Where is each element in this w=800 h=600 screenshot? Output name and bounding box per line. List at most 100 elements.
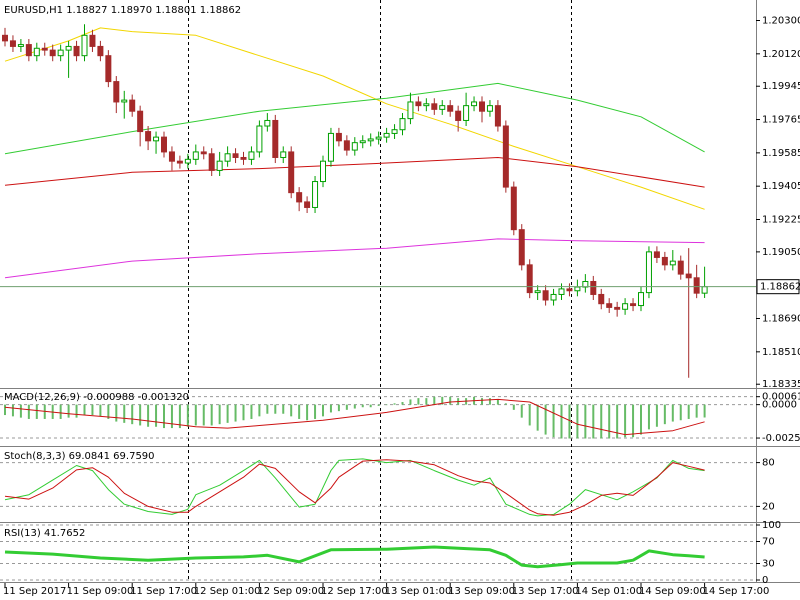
candle-body bbox=[677, 260, 684, 275]
candle-body bbox=[479, 101, 485, 112]
macd-bar bbox=[369, 404, 372, 408]
macd-bar bbox=[322, 404, 324, 417]
candle-body bbox=[97, 45, 104, 57]
x-tick-label: 13 Sep 17:00 bbox=[512, 586, 579, 597]
x-tick-label: 11 Sep 17:00 bbox=[130, 586, 197, 597]
current-price-label: 1.18862 bbox=[760, 282, 800, 293]
macd-bar bbox=[67, 404, 70, 418]
panel-title: RSI(13) 41.7652 bbox=[4, 528, 85, 539]
candle-body bbox=[192, 151, 199, 160]
candle-body bbox=[510, 186, 517, 231]
candle-body bbox=[304, 201, 311, 208]
macd-bar bbox=[155, 404, 158, 427]
candle-body bbox=[49, 49, 56, 57]
candle-body bbox=[471, 101, 478, 107]
candle-body bbox=[399, 118, 406, 131]
candle-body bbox=[113, 81, 120, 103]
candle-body bbox=[550, 293, 557, 301]
y-tick-label: 70 bbox=[762, 537, 775, 548]
macd-bar bbox=[695, 404, 698, 418]
current-price-box bbox=[756, 279, 800, 295]
candle-body bbox=[606, 303, 613, 308]
macd-bar bbox=[592, 404, 595, 439]
y-tick-label: 0.000610 bbox=[762, 392, 800, 403]
macd-bar bbox=[4, 404, 6, 416]
x-tick-label: 13 Sep 01:00 bbox=[385, 586, 452, 597]
candle-body bbox=[359, 140, 366, 144]
y-tick-label: 1.19945 bbox=[762, 81, 800, 92]
x-tick-label: 12 Sep 09:00 bbox=[257, 586, 324, 597]
candle-body bbox=[653, 251, 660, 258]
candle-body bbox=[312, 181, 319, 208]
macd-bar bbox=[115, 404, 118, 422]
candle-body bbox=[153, 136, 160, 142]
candle-body bbox=[89, 34, 96, 47]
candle-body bbox=[17, 44, 24, 47]
x-tick-label: 12 Sep 01:00 bbox=[194, 586, 261, 597]
y-tick-label: 80 bbox=[762, 458, 775, 469]
candle-body bbox=[240, 156, 247, 160]
candle-body bbox=[288, 151, 295, 194]
candle-body bbox=[367, 138, 374, 142]
macd-bar bbox=[242, 404, 245, 421]
candle-body bbox=[137, 110, 144, 133]
candle-body bbox=[415, 101, 422, 107]
macd-bar bbox=[139, 404, 142, 426]
candle-body bbox=[494, 105, 501, 127]
candle-body bbox=[200, 151, 207, 155]
x-tick-label: 11 Sep 2017 bbox=[3, 586, 66, 597]
candle-body bbox=[661, 256, 668, 266]
macd-bar bbox=[552, 404, 555, 438]
y-tick-label: 1.19405 bbox=[762, 181, 800, 192]
macd-bar bbox=[27, 404, 30, 419]
x-tick-label: 13 Sep 09:00 bbox=[448, 586, 515, 597]
macd-bar bbox=[624, 404, 627, 438]
candle-body bbox=[232, 153, 239, 158]
y-tick-label: 100 bbox=[762, 520, 781, 531]
candle-body bbox=[622, 303, 629, 310]
candle-body bbox=[272, 119, 279, 158]
candle-body bbox=[105, 55, 112, 83]
macd-bar bbox=[504, 403, 507, 405]
macd-bar bbox=[409, 399, 412, 405]
candle-body bbox=[161, 136, 167, 153]
candle-body bbox=[351, 142, 358, 151]
macd-bar bbox=[536, 404, 539, 431]
candle-body bbox=[73, 45, 80, 57]
macd-bar bbox=[75, 404, 78, 418]
candle-body bbox=[669, 260, 676, 266]
indicator-line bbox=[4, 238, 705, 279]
y-tick-label: 1.19050 bbox=[762, 247, 800, 258]
candle-body bbox=[129, 99, 136, 112]
macd-bar bbox=[258, 404, 261, 417]
candle-body bbox=[447, 105, 454, 112]
candle-body bbox=[296, 192, 303, 203]
candle-body bbox=[320, 160, 326, 183]
macd-bar bbox=[274, 404, 277, 414]
candle-body bbox=[335, 132, 342, 142]
macd-bar bbox=[186, 404, 189, 427]
macd-bar bbox=[250, 404, 253, 419]
candle-body bbox=[216, 160, 223, 171]
macd-bar bbox=[425, 398, 428, 405]
y-tick-label: 0.0000 bbox=[762, 400, 797, 411]
macd-bar bbox=[43, 404, 46, 419]
candle-body bbox=[168, 151, 175, 162]
macd-bar bbox=[703, 404, 706, 418]
y-tick-label: 1.18335 bbox=[762, 379, 800, 390]
macd-bar bbox=[600, 404, 603, 439]
candle-body bbox=[630, 303, 637, 307]
macd-bar bbox=[337, 404, 340, 412]
candle-body bbox=[701, 286, 708, 294]
macd-bar bbox=[449, 396, 452, 405]
y-tick-label: 1.20120 bbox=[762, 49, 800, 60]
candle-body bbox=[542, 290, 549, 301]
candle-body bbox=[614, 306, 621, 310]
macd-bar bbox=[266, 404, 269, 414]
macd-bar bbox=[163, 404, 165, 429]
macd-bar bbox=[393, 403, 396, 405]
macd-bar bbox=[178, 404, 181, 429]
candle-body bbox=[574, 286, 581, 292]
